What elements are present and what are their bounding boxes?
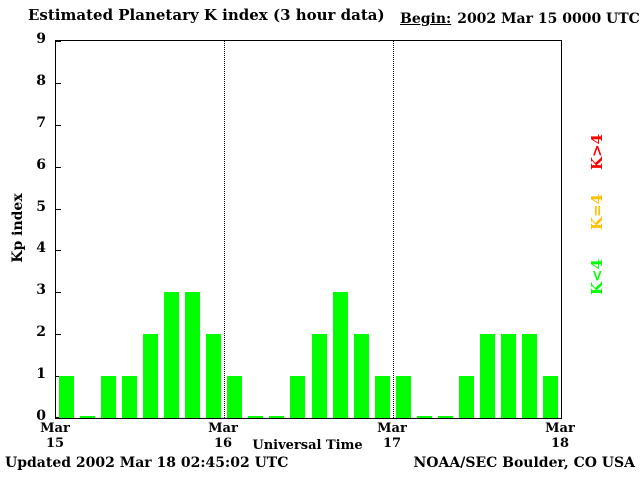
kp-bar: [312, 334, 327, 418]
x-axis-title: Universal Time: [252, 438, 363, 453]
legend-item-1: K=4: [588, 193, 606, 231]
plot-area: [55, 40, 562, 419]
kp-bar: [375, 376, 390, 418]
begin-caption: Begin: 2002 Mar 15 0000 UTC: [400, 11, 640, 27]
y-tick-mark: [56, 125, 61, 126]
y-tick-label: 8: [36, 73, 46, 89]
page-title: Estimated Planetary K index (3 hour data…: [28, 6, 385, 24]
y-tick-mark: [56, 417, 61, 418]
legend-item-2: K<4: [588, 258, 606, 296]
y-tick-label: 6: [36, 157, 46, 173]
kp-bar: [501, 334, 516, 418]
y-tick-label: 1: [36, 366, 46, 382]
kp-bar: [101, 376, 116, 418]
kp-bar: [164, 292, 179, 418]
kp-bar: [396, 376, 411, 418]
y-tick-mark: [56, 250, 61, 251]
y-tick-mark: [56, 334, 61, 335]
y-tick-mark: [56, 41, 61, 42]
y-tick-label: 5: [36, 199, 46, 215]
y-tick-mark: [56, 83, 61, 84]
y-tick-mark: [56, 376, 61, 377]
y-tick-label: 9: [36, 31, 46, 47]
kp-bar: [59, 376, 74, 418]
kp-bar: [417, 416, 432, 418]
kp-bar: [480, 334, 495, 418]
credit-caption: NOAA/SEC Boulder, CO USA: [413, 455, 636, 471]
kp-bar: [459, 376, 474, 418]
y-tick-label: 2: [36, 324, 46, 340]
y-tick-mark: [56, 209, 61, 210]
kp-bar: [206, 334, 221, 418]
legend-item-0: K>4: [588, 133, 606, 171]
begin-value: 2002 Mar 15 0000 UTC: [457, 11, 640, 27]
y-tick-mark: [56, 167, 61, 168]
x-tick-label: Mar 18: [545, 421, 575, 451]
updated-caption: Updated 2002 Mar 18 02:45:02 UTC: [5, 455, 289, 471]
kp-bar: [185, 292, 200, 418]
y-tick-label: 4: [36, 240, 46, 256]
kp-bar: [438, 416, 453, 418]
kp-bar: [227, 376, 242, 418]
kp-bar: [248, 416, 263, 418]
kp-bar: [543, 376, 558, 418]
y-tick-label: 0: [36, 408, 46, 424]
kp-bar: [269, 416, 284, 418]
kp-bar: [80, 416, 95, 418]
y-tick-label: 7: [36, 115, 46, 131]
x-tick-label: Mar 15: [40, 421, 70, 451]
x-tick-label: Mar 16: [208, 421, 238, 451]
y-tick-mark: [56, 292, 61, 293]
y-tick-label: 3: [36, 282, 46, 298]
kp-bar: [522, 334, 537, 418]
kp-bar: [333, 292, 348, 418]
kp-bar: [143, 334, 158, 418]
begin-label: Begin:: [400, 11, 452, 27]
kp-bar: [354, 334, 369, 418]
x-tick-label: Mar 17: [377, 421, 407, 451]
day-boundary-gridline: [224, 41, 225, 418]
day-boundary-gridline: [393, 41, 394, 418]
kp-bar: [290, 376, 305, 418]
kp-bar: [122, 376, 137, 418]
